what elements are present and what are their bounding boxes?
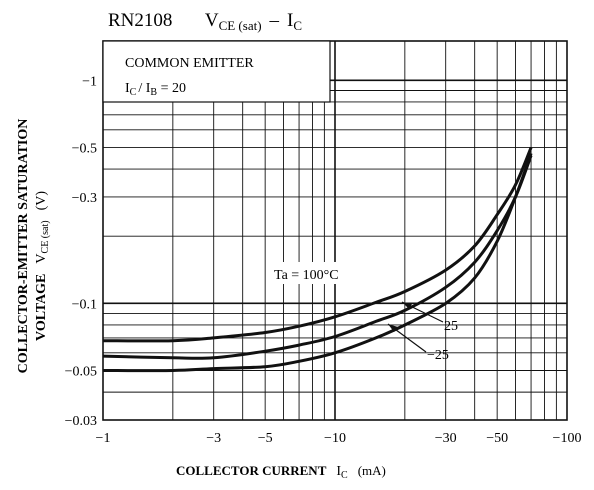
- legend-box: [102, 40, 331, 103]
- curve-label-25: 25: [444, 319, 458, 334]
- y-tick-label: −0.1: [72, 297, 97, 312]
- y-tick-label: −0.3: [72, 191, 97, 206]
- y-tick-labels: −0.03 −0.05 −0.1 −0.3 −0.5 −1: [65, 74, 97, 429]
- title-quantity: V: [205, 10, 219, 31]
- title-vs: I: [287, 10, 293, 31]
- chart-title: RN2108 VCE (sat) – IC: [108, 10, 302, 33]
- curve-label-minus25: −25: [427, 348, 449, 363]
- series-line-1: [102, 154, 533, 360]
- plot-frame: [102, 40, 568, 421]
- title-part-number: RN2108: [108, 10, 172, 31]
- legend-line2: IC / IB = 20: [125, 81, 186, 98]
- series-line-0: [102, 146, 533, 343]
- x-tick-label: −3: [206, 431, 221, 446]
- y-tick-label: −1: [82, 74, 97, 89]
- y-tick-label: −0.05: [65, 365, 97, 380]
- x-tick-label: −30: [435, 431, 457, 446]
- title-separator: –: [269, 10, 280, 31]
- y-axis-label-line1: COLLECTOR-EMITTER SATURATION: [16, 119, 31, 374]
- curves: [102, 146, 533, 373]
- y-tick-label: −0.5: [72, 141, 97, 156]
- leader-25-arrow: [402, 302, 412, 309]
- y-axis-label: COLLECTOR-EMITTER SATURATION VOLTAGEVCE …: [16, 119, 51, 374]
- title-vs-sub: C: [293, 18, 302, 33]
- x-tick-label: −100: [553, 431, 582, 446]
- x-axis-label: COLLECTOR CURRENT IC (mA): [176, 463, 386, 481]
- y-axis-label-line2: VOLTAGEVCE (sat)(V): [34, 191, 51, 341]
- x-tick-label: −5: [258, 431, 273, 446]
- y-tick-label: −0.03: [65, 414, 97, 429]
- x-tick-label: −50: [486, 431, 508, 446]
- x-tick-label: −1: [96, 431, 111, 446]
- x-tick-labels: −1 −3 −5 −10 −30 −50 −100: [96, 431, 582, 446]
- leader-minus25-arrow: [388, 324, 398, 332]
- series-line-2: [102, 152, 533, 373]
- title-quantity-sub: CE (sat): [219, 18, 262, 33]
- x-tick-label: −10: [324, 431, 346, 446]
- curve-label-100-bg: [271, 262, 383, 284]
- legend-line1: COMMON EMITTER: [125, 56, 254, 71]
- curve-label-100: Ta = 100°C: [274, 268, 339, 283]
